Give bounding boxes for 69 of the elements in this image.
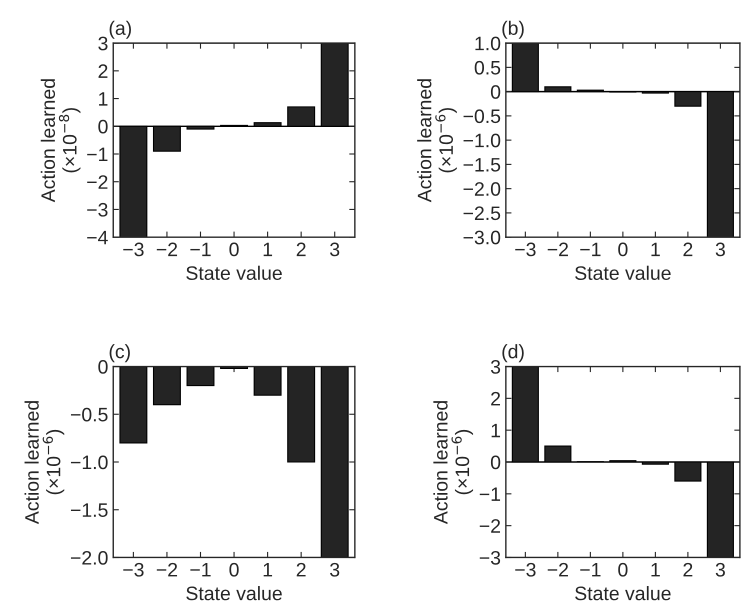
x-tick-label: 0 [229,242,239,256]
y-tick-label: 0.5 [474,60,500,75]
chart-title: (b) [502,20,524,39]
x-axis-title: State value [575,266,671,280]
y-tick-label: −3.0 [464,230,500,244]
y-axis-title: Action learned (×10$^{−6}$) [24,401,64,524]
y-tick-label: 0 [490,455,500,470]
y-tick-label: −3 [87,202,108,217]
x-tick-label: −1 [580,563,601,576]
y-tick-label: −1.5 [464,158,500,172]
x-tick-label: 2 [683,242,692,256]
y-tick-label: 1 [492,424,500,438]
x-tick-label: −3 [515,562,536,577]
y-tick-label: −0.5 [464,109,500,124]
y-tick-label: −1 [480,487,500,501]
x-tick-label: −3 [515,242,536,256]
x-tick-label: 1 [651,242,660,256]
x-tick-label: 0 [618,562,628,577]
x-tick-label: −2 [548,562,568,576]
x-tick-label: 2 [683,562,692,576]
y-tick-label: 2 [491,392,500,406]
y-tick-label: −0.5 [70,408,108,422]
y-tick-label: 1.0 [475,36,500,50]
y-tick-label: −1.0 [464,134,500,148]
y-tick-label: −2.0 [70,550,108,565]
x-tick-label: 2 [296,562,306,576]
y-axis-title: Action learned (×10$^{−6}$) [417,79,457,202]
x-axis-title: State value [186,266,282,280]
chart-title: (c) [110,344,130,362]
y-tick-label: −2 [87,175,108,189]
x-tick-label: 1 [651,563,660,576]
x-tick-label: 1 [264,563,272,576]
x-tick-label: −3 [123,242,144,256]
y-tick-label: −1 [87,148,108,162]
x-tick-label: −2 [156,562,178,576]
chart-title: (a) [110,20,131,39]
x-tick-label: 1 [264,242,272,256]
y-tick-label: −4 [87,230,108,244]
y-tick-label: −1.0 [70,455,108,470]
y-tick-label: 0 [490,85,500,99]
x-tick-label: 0 [229,562,239,577]
x-tick-label: −1 [190,242,211,256]
chart-title: (d) [502,344,524,362]
y-tick-label: 2 [98,64,108,78]
y-tick-label: 0 [98,360,108,374]
x-tick-label: 2 [296,242,306,256]
x-axis-title: State value [186,586,282,600]
y-tick-label: −3 [480,550,500,565]
x-tick-label: −1 [580,242,601,256]
x-tick-label: −3 [123,562,144,577]
y-tick-label: −2.5 [464,206,500,220]
y-axis-title: Action learned (×10$^{−6}$) [433,401,474,524]
y-tick-label: −2.0 [464,182,500,196]
y-tick-label: 0 [98,120,108,134]
x-tick-label: 3 [330,562,340,577]
x-tick-label: 3 [330,242,340,256]
x-tick-label: 0 [618,242,628,256]
x-tick-label: −2 [156,242,178,256]
y-tick-label: 1 [99,92,108,106]
y-tick-label: 3 [98,36,108,50]
x-tick-label: −1 [190,563,211,576]
y-tick-label: 3 [490,360,500,374]
y-tick-label: −1.5 [70,503,108,517]
y-axis-title: Action learned (×10$^{−8}$) [40,79,80,202]
x-tick-label: 3 [716,242,725,256]
x-tick-label: −2 [548,242,568,256]
y-tick-label: −2 [480,519,500,533]
x-tick-label: 3 [716,562,725,577]
x-axis-title: State value [575,586,671,600]
